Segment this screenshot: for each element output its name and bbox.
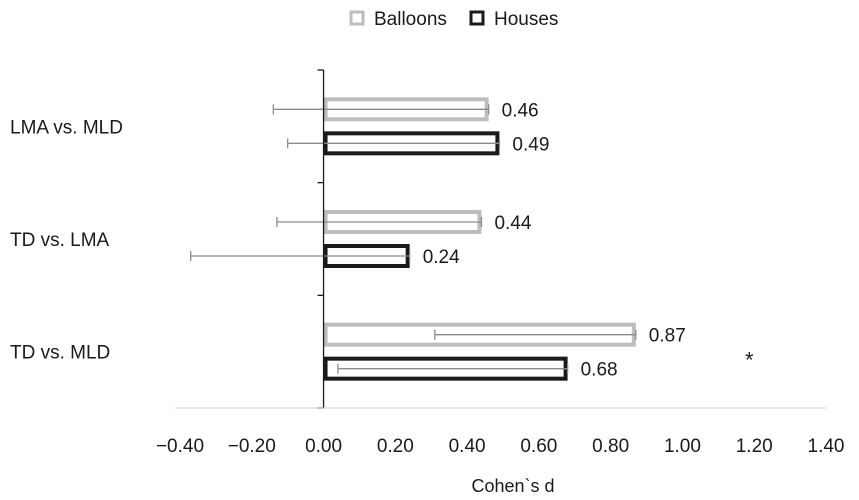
data-label: 0.24 (423, 247, 460, 268)
x-tick-label: −0.20 (228, 436, 276, 457)
legend: Balloons Houses (349, 9, 558, 30)
category-label: TD vs. MLD (10, 343, 110, 364)
data-label: 0.68 (581, 360, 618, 381)
x-tick-label: 1.40 (808, 436, 845, 457)
data-label: 0.46 (502, 100, 539, 121)
category-label: LMA vs. MLD (10, 117, 123, 138)
axes-layer (175, 69, 826, 409)
x-tick-label: −0.40 (156, 436, 204, 457)
data-label: 0.87 (649, 326, 686, 347)
x-tick-label: 1.20 (736, 436, 773, 457)
x-tick-label: 0.60 (520, 436, 557, 457)
x-tick-label: 0.80 (592, 436, 629, 457)
x-tick-label: 0.00 (305, 436, 342, 457)
legend-label: Houses (494, 9, 558, 30)
legend-label: Balloons (374, 9, 447, 30)
data-label: 0.49 (512, 134, 549, 155)
x-tick-label: 0.40 (449, 436, 486, 457)
x-axis-title: Cohen`s d (471, 476, 554, 496)
x-tick-label: 0.20 (377, 436, 414, 457)
data-label: 0.44 (494, 213, 531, 234)
bars-layer (190, 97, 637, 381)
labels-layer: −0.40 −0.20 0.00 0.20 0.40 0.60 0.80 1.00 1.20 1.… (10, 100, 844, 496)
category-label: TD vs. LMA (10, 230, 110, 251)
legend-swatch-balloons (349, 10, 365, 26)
significance-marker: * (745, 348, 754, 373)
legend-swatch-houses (469, 10, 485, 26)
x-tick-label: 1.00 (664, 436, 701, 457)
